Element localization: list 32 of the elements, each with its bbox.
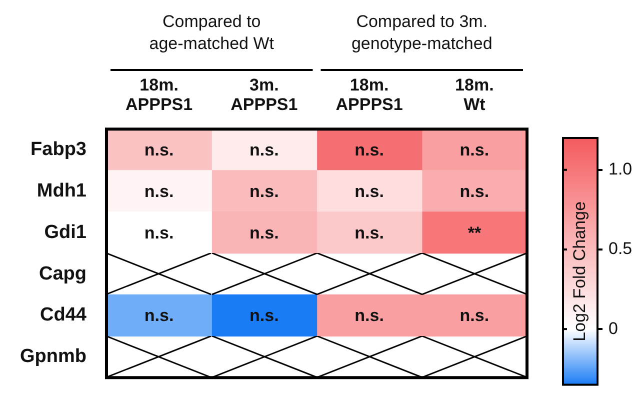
- data-label: n.s.: [250, 306, 279, 326]
- color-bar-label: 0.5: [608, 239, 632, 258]
- x-tick-label: 18m. APPPS1: [336, 75, 403, 114]
- text: Compared to age-matched Wt: [149, 12, 274, 53]
- y-tick-label: Gdi1: [44, 222, 87, 243]
- y-tick-label: Fabp3: [30, 139, 86, 160]
- x-tick-label: 18m. APPPS1: [126, 75, 193, 114]
- color-bar-title: Log2 Fold Change: [570, 201, 589, 342]
- data-label: n.s.: [460, 182, 490, 201]
- y-tick-label: Cd44: [40, 304, 87, 326]
- data-label: n.s.: [354, 140, 384, 160]
- data-label: n.s.: [460, 306, 490, 326]
- text: Compared to 3m. genotype-matched: [351, 12, 492, 53]
- x-tick-label: 18m. Wt: [455, 75, 494, 114]
- data-label: n.s.: [250, 223, 279, 242]
- data-label: n.s.: [354, 182, 384, 201]
- data-label: n.s.: [250, 140, 279, 160]
- data-label: n.s.: [460, 140, 490, 160]
- y-tick-label: Gpnmb: [20, 346, 86, 368]
- data-label: n.s.: [354, 223, 384, 242]
- color-bar-label: 0: [608, 318, 618, 338]
- y-tick-label: Mdh1: [36, 180, 87, 202]
- data-label: n.s.: [144, 223, 174, 242]
- x-tick-label: 3m. APPPS1: [230, 75, 298, 114]
- data-label: n.s.: [144, 306, 174, 326]
- color-bar-label: 1.0: [608, 160, 632, 179]
- data-label: n.s.: [144, 182, 174, 201]
- data-label: n.s.: [250, 182, 279, 201]
- y-tick-label: Capg: [38, 263, 86, 284]
- data-label: n.s.: [354, 306, 384, 326]
- data-label: n.s.: [144, 140, 174, 160]
- data-label: **: [468, 223, 482, 242]
